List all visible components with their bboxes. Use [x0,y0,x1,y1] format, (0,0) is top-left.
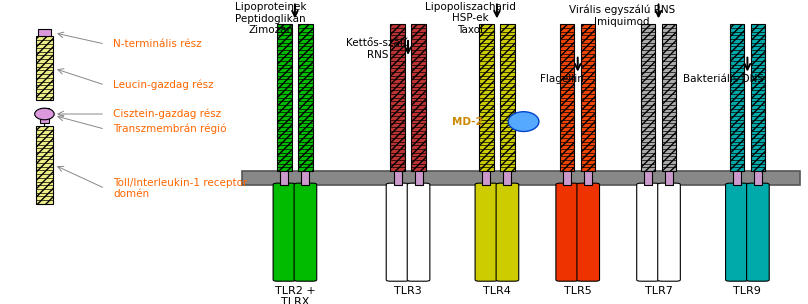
Text: TLR4: TLR4 [483,286,511,296]
Bar [411,24,426,171]
FancyBboxPatch shape [475,183,498,281]
FancyBboxPatch shape [577,183,600,281]
Bar [482,171,490,185]
FancyBboxPatch shape [294,183,317,281]
Text: Transzmembrán régió: Transzmembrán régió [113,124,226,134]
FancyBboxPatch shape [658,183,680,281]
FancyBboxPatch shape [407,183,430,281]
Bar [36,36,53,100]
Text: N-terminális rész: N-terminális rész [113,39,202,49]
FancyBboxPatch shape [273,183,296,281]
FancyBboxPatch shape [496,183,519,281]
FancyBboxPatch shape [637,183,659,281]
Text: Kettős-szálú
RNS: Kettős-szálú RNS [347,38,410,60]
Bar [665,171,673,185]
Text: Lipoproteinek
Peptidoglikán
Zimozán: Lipoproteinek Peptidoglikán Zimozán [235,2,306,35]
Bar [479,24,494,171]
Text: Cisztein-gazdag rész: Cisztein-gazdag rész [113,109,221,119]
Bar [277,24,292,171]
Bar [36,126,53,204]
Bar [751,24,765,171]
Bar [662,24,676,171]
Bar [242,171,800,185]
Ellipse shape [508,112,539,131]
Text: TLR2 +
TLRX: TLR2 + TLRX [275,286,315,304]
Text: Toll/Interleukin-1 receptor
domén: Toll/Interleukin-1 receptor domén [113,178,247,199]
Bar [644,171,652,185]
Text: TLR7: TLR7 [645,286,672,296]
Bar [479,24,494,171]
Text: MD-2: MD-2 [452,117,482,126]
Text: Lipopoliszacharid
HSP-ek
Taxol: Lipopoliszacharid HSP-ek Taxol [425,2,516,35]
Bar [733,171,741,185]
Bar [560,24,574,171]
Bar [563,171,571,185]
FancyBboxPatch shape [726,183,748,281]
Text: Bakteriális DNS: Bakteriális DNS [683,74,764,85]
Text: Virális egyszálú RNS
Imiquimod: Virális egyszálú RNS Imiquimod [569,5,675,27]
Bar [298,24,313,171]
Bar [390,24,405,171]
Bar [641,24,655,171]
Bar [280,171,288,185]
Bar [415,171,423,185]
Bar [754,171,762,185]
Bar [581,24,595,171]
Bar [390,24,405,171]
Bar [36,36,53,100]
Bar [751,24,765,171]
Bar [298,24,313,171]
Bar [411,24,426,171]
Bar [560,24,574,171]
Text: TLR3: TLR3 [394,286,422,296]
Bar [277,24,292,171]
Text: Leucin-gazdag rész: Leucin-gazdag rész [113,80,214,90]
Bar [662,24,676,171]
Bar [581,24,595,171]
Bar [584,171,592,185]
Text: TLR5: TLR5 [564,286,591,296]
Ellipse shape [35,108,54,120]
Bar [730,24,744,171]
Bar [301,171,309,185]
Bar [500,24,515,171]
Bar [641,24,655,171]
Text: Flagellin: Flagellin [540,74,583,85]
Bar [500,24,515,171]
FancyBboxPatch shape [386,183,409,281]
Text: TLR9: TLR9 [734,286,761,296]
Bar [730,24,744,171]
FancyBboxPatch shape [556,183,579,281]
Bar [36,126,53,204]
FancyBboxPatch shape [747,183,769,281]
Bar [393,171,402,185]
Bar [38,29,51,36]
Bar [40,108,49,123]
Bar [503,171,511,185]
